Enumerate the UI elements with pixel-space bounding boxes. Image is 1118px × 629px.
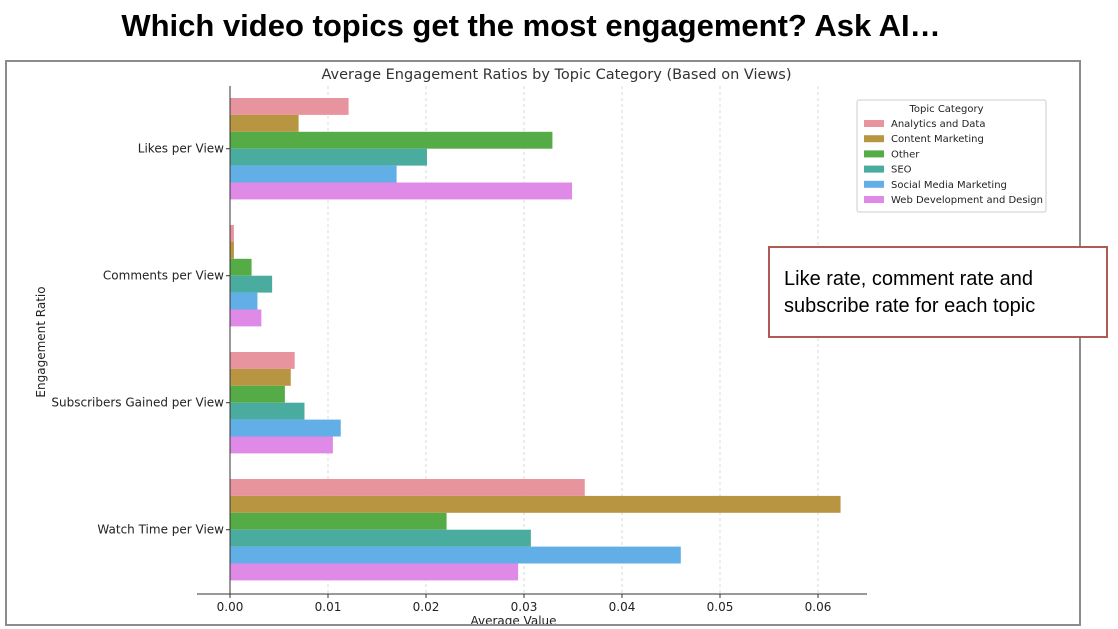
bar [230, 165, 397, 183]
x-tick-label: 0.05 [707, 600, 734, 614]
y-axis-label: Engagement Ratio [34, 286, 48, 397]
bar [230, 258, 252, 276]
legend-title: Topic Category [908, 104, 983, 115]
bar [230, 436, 333, 454]
x-tick-label: 0.04 [609, 600, 636, 614]
legend-item: SEO [891, 165, 912, 176]
chart-frame: Average Engagement Ratios by Topic Categ… [5, 60, 1081, 626]
bar [230, 275, 273, 293]
x-tick-label: 0.01 [315, 600, 342, 614]
legend-box [856, 99, 1047, 213]
legend-swatch [864, 180, 884, 188]
bar [230, 352, 295, 369]
bar [230, 368, 291, 386]
bar [230, 131, 553, 149]
bar [230, 148, 427, 166]
bar [230, 98, 349, 115]
legend-swatch [864, 165, 884, 173]
callout-box: Like rate, comment rate and subscribe ra… [768, 246, 1108, 338]
bar [230, 292, 258, 310]
y-tick-label: Likes per View [138, 142, 224, 156]
x-tick-label: 0.03 [511, 600, 538, 614]
bar [230, 385, 285, 403]
bar [230, 225, 234, 242]
bar [230, 479, 585, 496]
legend-swatch [864, 150, 884, 158]
y-tick-label: Comments per View [103, 269, 224, 283]
x-axis-label: Average Value [470, 614, 556, 624]
bar [230, 563, 519, 581]
slide-title: Which video topics get the most engageme… [121, 8, 941, 43]
legend-swatch [864, 196, 884, 203]
bar [230, 241, 234, 259]
bar [230, 309, 262, 327]
bar [230, 546, 681, 564]
bar [230, 512, 447, 530]
legend-swatch [864, 120, 884, 127]
legend-item: Other [891, 149, 920, 160]
bar [230, 182, 573, 200]
chart-title: Average Engagement Ratios by Topic Categ… [321, 67, 791, 83]
x-tick-label: 0.02 [413, 600, 440, 614]
y-tick-label: Subscribers Gained per View [51, 396, 224, 410]
legend-item: Content Marketing [891, 134, 984, 145]
legend-item: Web Development and Design [891, 195, 1043, 206]
bar [230, 419, 341, 437]
bar [230, 402, 305, 420]
legend-item: Social Media Marketing [891, 180, 1007, 191]
legend-swatch [864, 135, 884, 143]
x-tick-label: 0.00 [217, 600, 244, 614]
bar [230, 495, 841, 513]
y-tick-label: Watch Time per View [97, 523, 224, 537]
bar [230, 529, 531, 547]
bar [230, 114, 299, 132]
engagement-bar-chart: Average Engagement Ratios by Topic Categ… [34, 67, 1047, 624]
x-tick-label: 0.06 [805, 600, 832, 614]
legend-item: Analytics and Data [891, 119, 985, 130]
